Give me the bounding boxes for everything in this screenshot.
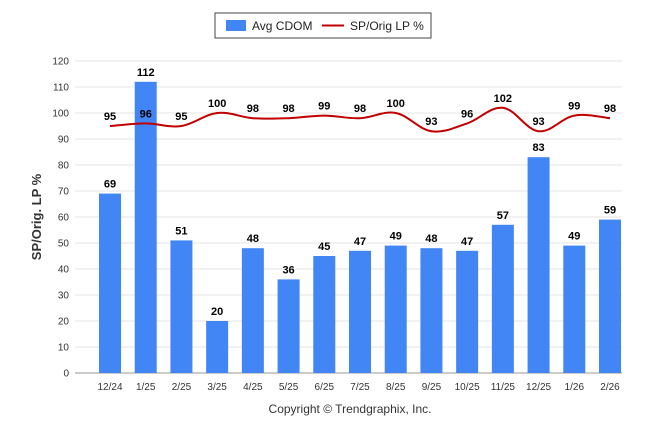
line-value-label: 98 <box>604 103 616 115</box>
y-tick-label: 110 <box>53 83 69 94</box>
x-tick-label: 1/26 <box>565 382 585 393</box>
legend-label-line: SP/Orig LP % <box>350 19 424 33</box>
y-tick-label: 100 <box>52 109 69 120</box>
y-tick-label: 60 <box>58 213 70 224</box>
x-tick-label: 3/25 <box>207 382 227 393</box>
bar-value-label: 20 <box>211 306 223 318</box>
bar-value-label: 47 <box>354 236 366 248</box>
y-tick-label: 0 <box>63 369 69 380</box>
legend: Avg CDOM SP/Orig LP % <box>215 13 431 38</box>
bar-value-label: 69 <box>104 179 116 191</box>
line-value-label: 99 <box>318 101 330 113</box>
line-value-label: 98 <box>247 103 259 115</box>
x-tick-label: 11/25 <box>491 382 516 393</box>
y-tick-label: 120 <box>52 57 69 68</box>
bar <box>170 240 192 373</box>
bar-value-label: 49 <box>568 231 580 243</box>
bar <box>385 246 407 373</box>
line-value-label: 99 <box>568 101 580 113</box>
bar <box>135 82 157 373</box>
bar-value-label: 57 <box>497 210 509 222</box>
x-tick-label: 6/25 <box>315 382 335 393</box>
line-value-label: 93 <box>532 116 544 128</box>
y-tick-label: 70 <box>58 187 70 198</box>
legend-swatch-bar <box>226 20 246 31</box>
x-tick-label: 12/25 <box>526 382 551 393</box>
bar <box>349 251 371 373</box>
bar <box>313 256 335 373</box>
y-tick-label: 20 <box>58 317 70 328</box>
x-tick-label: 5/25 <box>279 382 299 393</box>
line-value-label: 96 <box>461 108 473 120</box>
line-value-label: 100 <box>387 98 405 110</box>
bar-value-label: 83 <box>532 142 544 154</box>
bar-value-label: 59 <box>604 205 616 217</box>
bar <box>420 248 442 373</box>
y-tick-label: 50 <box>58 239 70 250</box>
bar <box>242 248 264 373</box>
y-axis-label: SP/Orig. LP % <box>29 173 44 260</box>
bar-value-label: 51 <box>175 225 187 237</box>
bar-value-label: 49 <box>390 231 402 243</box>
x-tick-label: 1/25 <box>136 382 156 393</box>
x-tick-label: 12/24 <box>97 382 122 393</box>
y-tick-label: 80 <box>58 161 70 172</box>
x-tick-label: 10/25 <box>455 382 480 393</box>
line-value-label: 100 <box>208 98 226 110</box>
bar <box>456 251 478 373</box>
x-tick-label: 7/25 <box>350 382 370 393</box>
bar-value-label: 48 <box>247 233 259 245</box>
y-tick-label: 90 <box>58 135 70 146</box>
bar <box>599 220 621 373</box>
line-value-label: 95 <box>175 111 187 123</box>
bar <box>528 157 550 373</box>
bar <box>563 246 585 373</box>
bar <box>278 279 300 373</box>
x-tick-label: 9/25 <box>422 382 442 393</box>
copyright-text: Copyright © Trendgraphix, Inc. <box>269 402 432 416</box>
line-value-label: 98 <box>282 103 294 115</box>
y-tick-label: 30 <box>58 291 70 302</box>
x-tick-label: 2/26 <box>600 382 620 393</box>
line-value-label: 93 <box>425 116 437 128</box>
line-value-label: 98 <box>354 103 366 115</box>
bar-value-label: 45 <box>318 241 330 253</box>
x-tick-label: 4/25 <box>243 382 263 393</box>
x-tick-label: 2/25 <box>172 382 192 393</box>
bar <box>492 225 514 373</box>
legend-label-bar: Avg CDOM <box>252 19 312 33</box>
bar-value-label: 47 <box>461 236 473 248</box>
bar <box>99 194 121 373</box>
bar <box>206 321 228 373</box>
y-tick-label: 10 <box>58 343 70 354</box>
line-value-label: 95 <box>104 111 116 123</box>
line-value-label: 102 <box>494 93 512 105</box>
bar-value-label: 48 <box>425 233 437 245</box>
x-tick-label: 8/25 <box>386 382 406 393</box>
bar-value-label: 112 <box>137 67 155 79</box>
y-tick-label: 40 <box>58 265 70 276</box>
bar-value-label: 36 <box>282 264 294 276</box>
line-value-label: 96 <box>140 108 152 120</box>
